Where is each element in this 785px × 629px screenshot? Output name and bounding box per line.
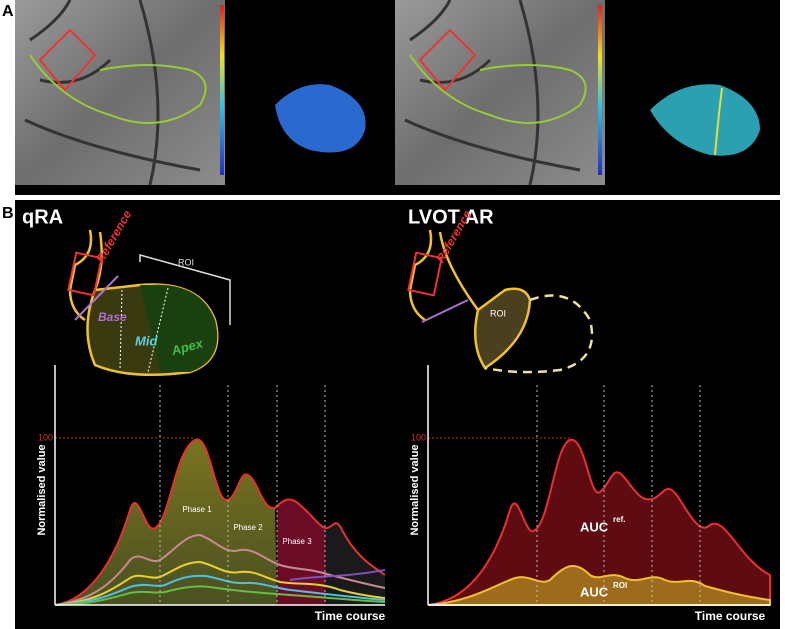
panel-title: qRA xyxy=(22,206,63,228)
auc-ref-label: AUC xyxy=(580,519,609,534)
base-line xyxy=(421,299,469,323)
lvot-outline xyxy=(484,294,594,374)
apex-region xyxy=(140,284,218,372)
reference-box xyxy=(38,28,97,92)
y-tick-label: 100 xyxy=(38,432,53,442)
angiogram xyxy=(15,0,225,185)
auc-roi-label: AUC xyxy=(580,584,609,599)
phase-label: Phase 1 xyxy=(182,505,212,514)
roi-label: ROI xyxy=(490,308,506,318)
y-axis-label: Normalised value xyxy=(409,444,421,535)
roi-label: ROI xyxy=(178,257,194,267)
auc-ref-sup: ref. xyxy=(613,515,625,524)
mid-label: Mid xyxy=(135,333,158,348)
curve-roi xyxy=(54,438,386,606)
roi-shape xyxy=(473,287,532,370)
angiogram xyxy=(395,0,605,185)
reference-box xyxy=(407,251,443,297)
y-axis-label: Normalised value xyxy=(36,444,48,535)
base-label: Base xyxy=(98,310,127,324)
panel-label: A xyxy=(2,3,14,20)
curve-apex xyxy=(54,574,386,606)
divider xyxy=(119,289,123,371)
auc-roi-sup: ROI xyxy=(613,581,627,590)
phase-label: Phase 2 xyxy=(233,523,263,532)
y-tick-label: 100 xyxy=(411,432,426,442)
x-axis-label: Time course xyxy=(695,609,766,623)
perfusion-map xyxy=(275,84,366,153)
area-phase-1-2 xyxy=(55,439,277,605)
curve-purple xyxy=(289,569,386,581)
vessel-outline xyxy=(408,229,480,322)
reference-box xyxy=(418,28,477,92)
area-auc-ref xyxy=(427,438,771,606)
phase-dividers xyxy=(536,385,701,605)
roi-bracket xyxy=(139,254,231,325)
base-line xyxy=(74,275,119,321)
colorbar xyxy=(598,5,602,175)
perfusion-artery xyxy=(714,87,723,156)
reference-box xyxy=(67,251,103,297)
colorbar xyxy=(220,5,224,175)
phase-label: Phase 3 xyxy=(282,537,312,546)
curve-apex-green xyxy=(54,585,386,606)
panel-title: LVOT AR xyxy=(408,206,494,228)
curve-mid xyxy=(54,560,386,606)
vessel xyxy=(24,0,201,186)
lvot-graph: 100 Normalised value Time course AUC ref… xyxy=(409,365,771,623)
roi-outline xyxy=(409,54,587,124)
panel-a-images xyxy=(15,0,780,195)
qra-graph: 100 Normalised value Time course Phase 1… xyxy=(36,365,386,623)
phase-dividers xyxy=(159,385,326,605)
x-axis-label: Time course xyxy=(315,609,386,623)
panel-label: B xyxy=(2,205,14,222)
area-auc-roi xyxy=(427,565,771,606)
roi-outline xyxy=(29,54,207,124)
curve-base xyxy=(54,533,386,606)
qra-schematic: Reference ROI Base Mid Apex xyxy=(67,208,231,376)
area-phase-3 xyxy=(277,499,325,605)
perfusion-map xyxy=(650,84,760,156)
vessel xyxy=(404,0,581,186)
